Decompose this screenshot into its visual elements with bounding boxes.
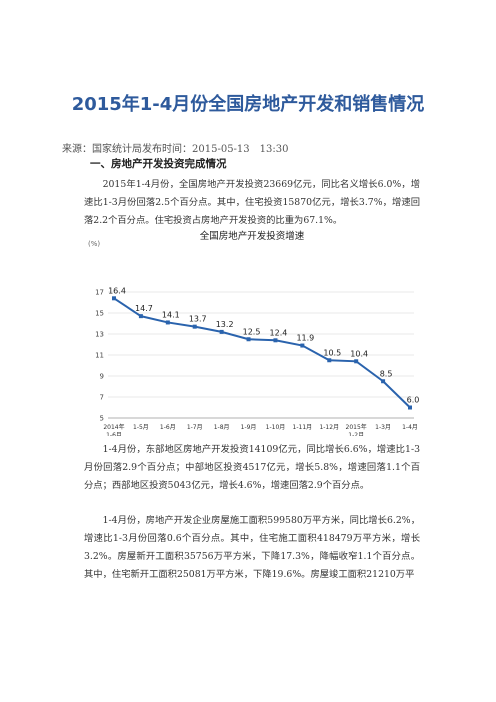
series-line (113, 297, 411, 409)
y-tick-label: 11 (95, 352, 104, 360)
data-point (192, 324, 197, 329)
data-point (273, 338, 278, 343)
data-point (219, 329, 224, 334)
chart-points: 16.4 14.7 14.1 13.7 13.2 12.5 12.4 11.9 10.5 10.4… (108, 286, 420, 410)
paragraph-1: 2015年1-4月份，全国房地产开发投资23669亿元，同比名义增长6.0%，增… (84, 179, 420, 226)
chart-y-axis-label: (%) (88, 240, 100, 248)
data-label: 14.7 (135, 304, 153, 313)
page-title: 2015年1-4月份全国房地产开发和销售情况 (71, 94, 425, 115)
paragraph-3: 1-4月份，房地产开发企业房屋施工面积599580万平方米，同比增长6.2%，增… (84, 515, 420, 580)
data-label: 16.4 (108, 286, 126, 295)
data-point (112, 296, 116, 301)
chart-title: 全国房地产开发投资增速 (200, 230, 305, 242)
x-tick-label: 2015年 1-2月 (346, 423, 367, 436)
data-point (327, 358, 332, 363)
data-label: 14.1 (162, 310, 180, 319)
data-point (165, 320, 170, 325)
data-point (246, 337, 251, 342)
data-point (138, 314, 143, 319)
data-label: 10.5 (323, 348, 341, 357)
paragraph-2: 1-4月份，东部地区房地产开发投资14109亿元，同比增长6.6%，增速比1-3… (84, 444, 420, 491)
data-label: 11.9 (296, 334, 314, 343)
data-point (354, 359, 359, 364)
y-tick-label: 13 (95, 331, 104, 339)
chart-x-labels: 2014年 1-6月 1-5月 1-6月 1-7月 1-8月 1-9月 1-10月 1-11月 1… (103, 423, 418, 436)
chart-grid: 5 7 9 11 13 15 17 (95, 289, 414, 423)
data-point (300, 343, 305, 348)
data-label: 10.4 (350, 349, 368, 358)
x-tick-label: 1-3月 (375, 424, 391, 431)
investment-growth-chart: 全国房地产开发投资增速 (%) 5 7 9 11 13 15 17 2014年 1-6月 1-5… (88, 230, 420, 436)
x-tick-label: 1-11月 (293, 424, 313, 431)
y-tick-label: 17 (95, 289, 104, 297)
x-tick-label: 1-6月 (160, 424, 176, 431)
x-tick-label: 2014年 1-6月 (103, 423, 124, 436)
section-heading: 一、房地产开发投资完成情况 (90, 158, 227, 170)
x-tick-label: 1-5月 (133, 424, 149, 431)
data-label: 12.4 (270, 328, 288, 337)
x-tick-label: 1-4月 (402, 424, 418, 431)
x-tick-label: 1-9月 (241, 424, 257, 431)
x-tick-label: 1-10月 (266, 424, 286, 431)
data-point (408, 405, 412, 410)
data-label: 13.2 (216, 320, 234, 329)
x-tick-label: 1-7月 (187, 424, 203, 431)
data-label: 12.5 (243, 327, 261, 336)
data-point (381, 379, 386, 384)
y-tick-label: 5 (100, 415, 104, 423)
y-tick-label: 15 (95, 310, 104, 318)
data-label: 6.0 (407, 396, 420, 405)
y-tick-label: 9 (100, 373, 104, 381)
source-line: 来源：国家统计局发布时间：2015-05-13 13:30 (62, 144, 289, 155)
x-tick-label: 1-12月 (319, 424, 339, 431)
data-label: 13.7 (189, 315, 207, 324)
x-tick-label: 1-8月 (214, 424, 230, 431)
y-tick-label: 7 (100, 394, 104, 402)
data-label: 8.5 (380, 369, 393, 378)
